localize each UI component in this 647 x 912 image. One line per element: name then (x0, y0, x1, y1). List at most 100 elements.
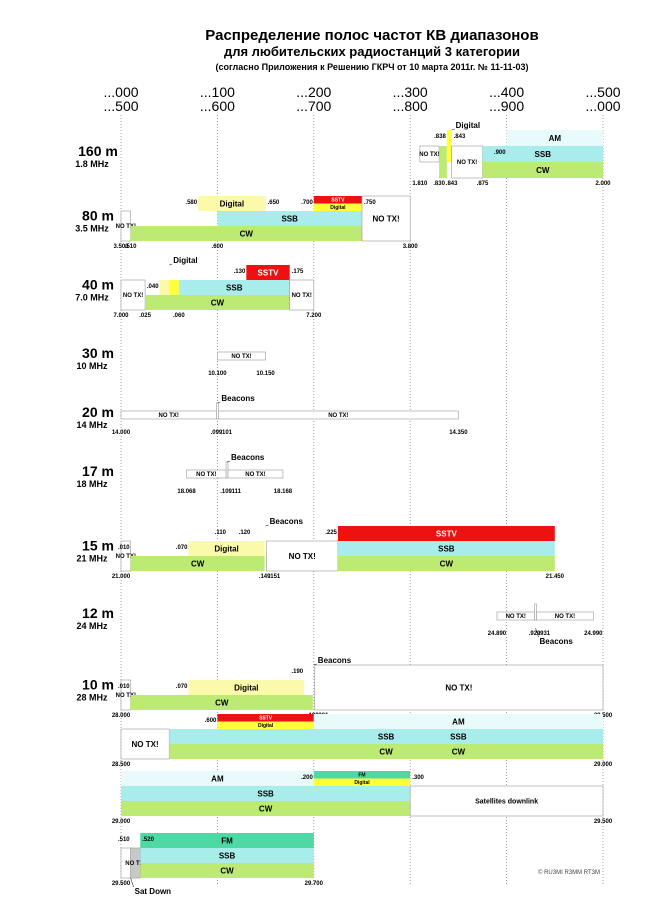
segment-label: NO TX! (419, 152, 439, 158)
segment-label: SSTV (331, 198, 345, 204)
band-segment (313, 771, 411, 779)
scale-top-label: ...300 (393, 84, 428, 100)
segment-label: SSB (219, 851, 236, 860)
tick-label: 14.350 (449, 430, 468, 436)
segment-label: SSTV (436, 529, 458, 538)
callout-label: Digital (456, 121, 480, 130)
scale-top-label: ...500 (585, 84, 620, 100)
band-frequency: 10 MHz (76, 361, 108, 371)
band-segment (409, 785, 604, 817)
segment-label: NO TX! (132, 740, 159, 749)
segment-label: Digital (258, 723, 274, 729)
scale-top-label: ...000 (103, 84, 138, 100)
band-segment (246, 265, 290, 280)
band-name: 17 m (82, 463, 114, 479)
scale-top-label: ...100 (200, 84, 235, 100)
band-row: 20 m14 MHz NO TX! NO TX! 14.000 .099.101 14.3… (76, 394, 468, 436)
band-segment (121, 771, 314, 786)
tick-label: 10.100 (208, 371, 227, 377)
band-segment (130, 556, 265, 571)
segment-label: NO TX! (445, 683, 472, 692)
segment-label: Digital (220, 199, 244, 208)
callout-label: Sat Down (135, 887, 172, 896)
segment-label: FM (221, 836, 233, 845)
segment-label: NO TX! (125, 861, 145, 867)
tick-label: .099 (211, 430, 223, 436)
band-segment (313, 203, 362, 211)
segment-label: NO TX! (116, 224, 136, 230)
band-frequency: 7.0 MHz (75, 293, 109, 303)
tick-label: 28.500 (594, 713, 613, 719)
tick-label: 18.168 (274, 489, 293, 495)
band-segment (506, 130, 603, 146)
band-segment (482, 146, 603, 162)
band-name: 40 m (82, 277, 114, 293)
band-segment (314, 664, 604, 711)
tick-label: .149 (259, 574, 271, 580)
tick-label: .060 (173, 313, 185, 319)
band-segment (289, 279, 315, 311)
band-segment (337, 541, 555, 556)
tick-label: .931 (538, 631, 550, 637)
band-segment (337, 556, 555, 571)
band-segment (145, 295, 290, 310)
segment-label: NO TX! (555, 614, 575, 620)
segment-label: Satellites downlink (475, 799, 538, 806)
band-row: 10 m28 MHz NO TX! CW Digital NO TX! 28.000 .19… (76, 656, 612, 719)
band-frequency: 24 MHz (76, 621, 108, 631)
tick-label: .010 (118, 684, 130, 690)
tick-label: .929 (529, 631, 541, 637)
scale-bottom-label: ...800 (393, 98, 428, 114)
band-segment (169, 729, 603, 744)
tick-label: .111 (230, 489, 242, 495)
tick-label: .580 (185, 200, 197, 206)
segment-label: CW (440, 559, 454, 568)
band-segment (217, 351, 266, 361)
tick-label: .600 (205, 718, 217, 724)
segment-label: NO TX! (196, 472, 216, 478)
band-segment (178, 280, 290, 295)
band-segment (188, 541, 265, 556)
band-name: 20 m (82, 404, 114, 420)
band-segment (121, 786, 411, 801)
tick-label: .151 (269, 574, 281, 580)
band-segment (169, 280, 179, 295)
tick-label: .010 (118, 545, 130, 551)
tick-label: 1.810 (412, 181, 428, 187)
band-segment (446, 130, 452, 162)
band-name: 10 m (82, 677, 114, 693)
band-segment (217, 714, 314, 722)
tick-label: .520 (142, 837, 154, 843)
band-frequency: 14 MHz (76, 420, 108, 430)
band-name: 15 m (82, 538, 114, 554)
segment-label: Digital (330, 205, 346, 211)
tick-label: 28.500 (112, 762, 131, 768)
tick-label: 24.890 (488, 631, 507, 637)
band-segment (130, 695, 313, 710)
tick-label: .838 (434, 134, 446, 140)
callout-label: Beacons (540, 637, 574, 646)
segment-label: SSB (281, 214, 298, 223)
band-frequency: 21 MHz (76, 554, 108, 564)
segment-label: NO TX! (245, 472, 265, 478)
segment-label: SSB (438, 544, 455, 553)
segment-label: SSB (535, 150, 552, 159)
tick-label: 21.000 (112, 574, 131, 580)
band-segment (439, 146, 447, 178)
band-segment (451, 145, 483, 179)
tick-label: 18.068 (177, 489, 196, 495)
band-segment (188, 680, 305, 695)
segment-label: Digital (354, 780, 370, 786)
tick-label: 3.500 (113, 244, 129, 250)
segment-label: NO TX! (506, 614, 526, 620)
callout-label: Beacons (270, 517, 304, 526)
segment-label: SSTV (258, 268, 280, 277)
callout-label: Beacons (318, 656, 352, 665)
tick-label: .750 (364, 200, 376, 206)
tick-label: .110 (215, 530, 227, 536)
callout-leader (313, 663, 317, 666)
tick-label: .225 (325, 530, 337, 536)
band-segment (266, 540, 339, 572)
